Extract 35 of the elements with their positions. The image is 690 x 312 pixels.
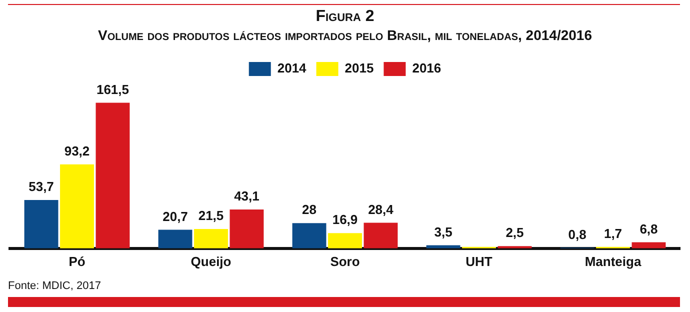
bar	[194, 229, 228, 248]
x-tick-label: Manteiga	[584, 254, 642, 269]
data-label: 20,7	[162, 208, 188, 224]
chart-subtitle: Volume dos produtos lácteos importados pelo Brasil, mil toneladas, 2014/2016	[97, 27, 593, 43]
data-label: 0,8	[568, 226, 586, 242]
data-label: 28	[302, 202, 316, 218]
legend-label: 2014	[277, 60, 308, 76]
x-tick-label: Pó	[68, 254, 86, 269]
bar	[426, 245, 460, 248]
data-label: 1,7	[604, 226, 622, 241]
data-label: 93,2	[64, 143, 90, 158]
data-label: 28,4	[368, 202, 394, 217]
data-label: 3,5	[434, 224, 452, 240]
bar	[60, 164, 94, 248]
data-label: 21,5	[198, 208, 224, 224]
data-label: 43,1	[234, 188, 260, 204]
data-label: 6,8	[640, 221, 658, 236]
legend-label: 2015	[344, 60, 374, 76]
data-label: 2,5	[506, 225, 524, 240]
data-label: 16,9	[332, 212, 358, 228]
bar	[96, 102, 130, 248]
bar	[328, 233, 362, 248]
x-tick-label: UHT	[466, 254, 492, 269]
x-tick-label: Soro	[330, 254, 360, 269]
bar	[292, 223, 326, 248]
bar	[364, 222, 398, 248]
bar	[158, 230, 192, 248]
chart-title: Figura 2	[314, 8, 376, 26]
source-note: Fonte: MDIC, 2017	[8, 280, 101, 292]
data-label: 161,5	[96, 82, 130, 97]
bar	[230, 210, 264, 248]
legend-label: 2016	[412, 60, 442, 76]
bar	[24, 200, 58, 248]
x-tick-label: Queijo	[190, 254, 232, 269]
data-label: 53,7	[28, 179, 54, 194]
